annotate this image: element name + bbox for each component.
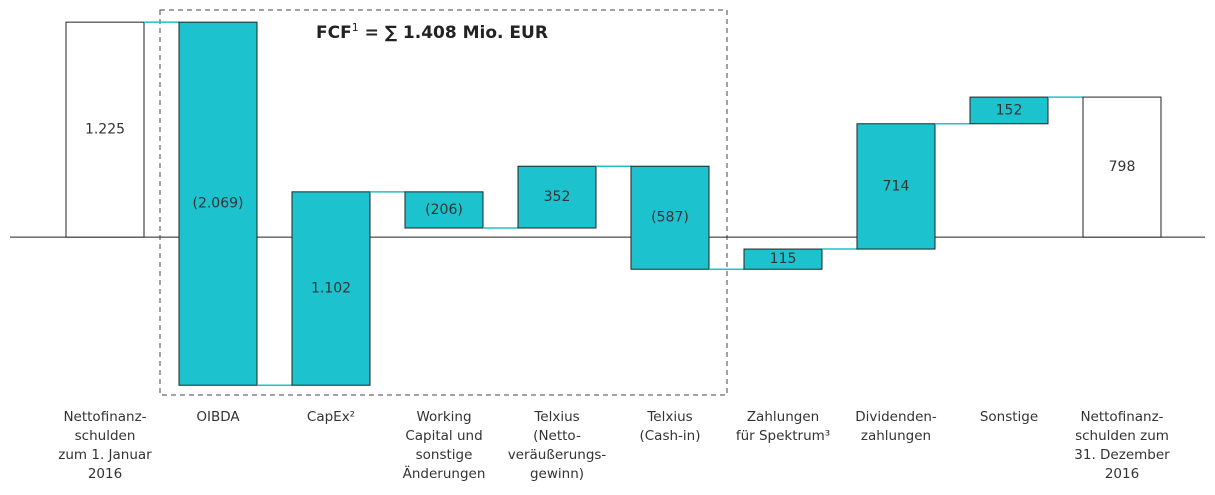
x-tick-label: Telxius (Cash-in)	[639, 409, 701, 444]
value-label: 115	[770, 251, 797, 267]
bar	[856, 123, 936, 250]
fcf-box	[159, 9, 728, 396]
bar	[291, 191, 371, 386]
x-tick-label: Nettofinanz- schulden zum 31. Dezember 2…	[1074, 409, 1170, 482]
x-tick-label: CapEx²	[306, 409, 356, 425]
value-label: 714	[883, 178, 910, 194]
value-label: (587)	[651, 210, 689, 226]
x-tick-label: OIBDA	[196, 409, 240, 425]
annotation: FCF1 = ∑ 1.408 Mio. EUR	[316, 21, 548, 43]
bar	[65, 21, 145, 238]
annotation-text: FCF	[316, 23, 352, 43]
value-label: (206)	[425, 202, 463, 218]
bar	[969, 96, 1049, 125]
bar	[178, 21, 258, 386]
bar	[630, 165, 710, 270]
value-label: 1.102	[311, 281, 351, 297]
bar	[404, 191, 484, 229]
x-tick-label: Nettofinanz- schulden zum 1. Januar 2016	[58, 409, 152, 482]
x-tick-label: Telxius (Netto- veräußerungs- gewinn)	[507, 409, 607, 482]
bar	[1082, 96, 1162, 238]
annotation-rest: = ∑ 1.408 Mio. EUR	[359, 23, 548, 43]
x-tick-label: Sonstige	[979, 409, 1039, 425]
value-label: 352	[544, 189, 571, 205]
value-label: 152	[996, 102, 1023, 118]
x-tick-label: Zahlungen für Spektrum³	[735, 409, 831, 444]
annotation-sup: 1	[352, 21, 359, 34]
value-label: 1.225	[85, 122, 125, 138]
bar	[743, 248, 823, 270]
x-tick-label: Working Capital und sonstige Änderungen	[402, 409, 486, 482]
value-label: (2.069)	[192, 196, 243, 212]
bar	[517, 165, 597, 229]
value-label: 798	[1109, 159, 1136, 175]
x-tick-label: Dividenden- zahlungen	[855, 409, 937, 444]
